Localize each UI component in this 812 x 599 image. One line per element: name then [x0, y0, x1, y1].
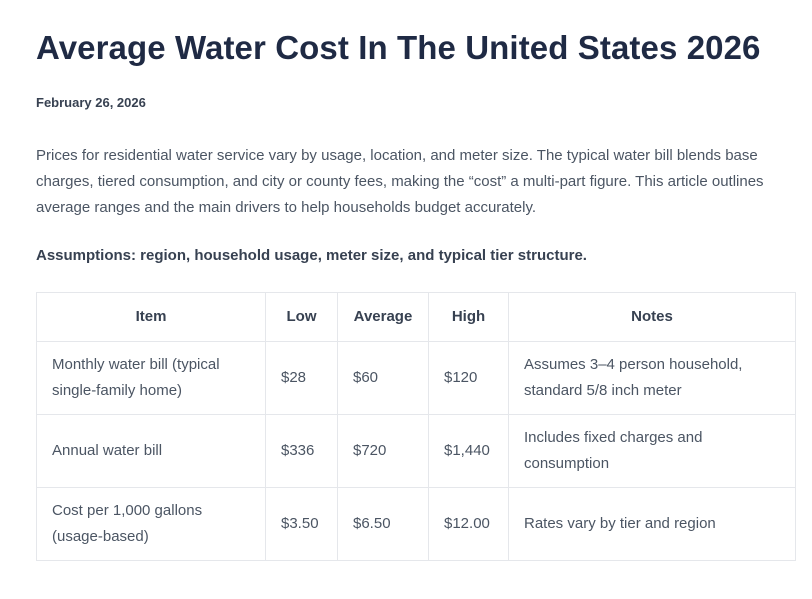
header-average: Average [337, 292, 429, 342]
table-row: Cost per 1,000 gallons (usage-based) $3.… [36, 487, 796, 561]
table-row: Annual water bill $336 $720 $1,440 Inclu… [36, 414, 796, 488]
water-cost-table: Item Low Average High Notes Monthly wate… [36, 292, 796, 561]
header-low: Low [265, 292, 338, 342]
cell-average: $6.50 [337, 487, 429, 561]
cell-notes: Rates vary by tier and region [508, 487, 796, 561]
cell-low: $28 [265, 341, 338, 415]
cell-average: $720 [337, 414, 429, 488]
header-notes: Notes [508, 292, 796, 342]
assumptions-text: Assumptions: region, household usage, me… [36, 247, 587, 264]
page-title: Average Water Cost In The United States … [36, 29, 761, 66]
table-header-row: Item Low Average High Notes [36, 292, 796, 342]
cell-low: $3.50 [265, 487, 338, 561]
cell-item: Annual water bill [36, 414, 266, 488]
cell-high: $1,440 [428, 414, 509, 488]
cell-item: Monthly water bill (typical single-famil… [36, 341, 266, 415]
header-high: High [428, 292, 509, 342]
cell-notes: Assumes 3–4 person household, standard 5… [508, 341, 796, 415]
intro-paragraph: Prices for residential water service var… [36, 147, 764, 216]
cell-notes: Includes fixed charges and consumption [508, 414, 796, 488]
cell-average: $60 [337, 341, 429, 415]
publish-date: February 26, 2026 [36, 95, 146, 110]
table-row: Monthly water bill (typical single-famil… [36, 341, 796, 415]
cell-high: $12.00 [428, 487, 509, 561]
cell-low: $336 [265, 414, 338, 488]
cell-item: Cost per 1,000 gallons (usage-based) [36, 487, 266, 561]
header-item: Item [36, 292, 266, 342]
cell-high: $120 [428, 341, 509, 415]
